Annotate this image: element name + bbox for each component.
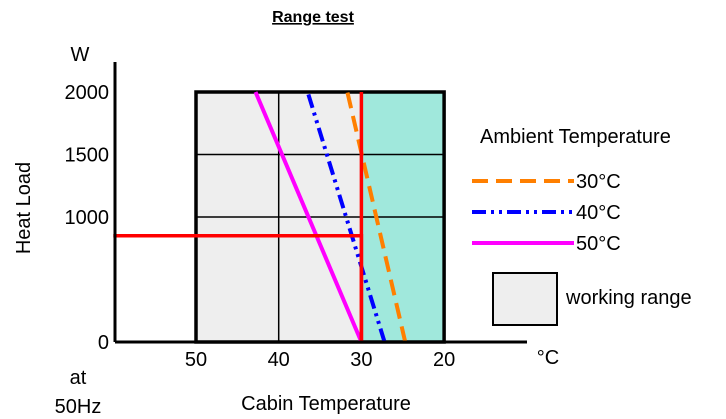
legend-working-range-label: working range	[565, 287, 692, 309]
series-line	[345, 91, 408, 343]
y-tick-label: 2000	[65, 82, 110, 104]
y-tick-label: 1000	[65, 207, 110, 229]
legend-label: 50°C	[576, 233, 621, 255]
x-tick-label: 20	[433, 349, 455, 371]
x-tick-label: 40	[268, 349, 290, 371]
legend-title: Ambient Temperature	[480, 126, 671, 148]
series-line	[253, 91, 364, 343]
frequency-note-line1: at	[70, 367, 87, 389]
y-axis-unit: W	[71, 44, 90, 66]
legend-label: 40°C	[576, 202, 621, 224]
x-tick-label: 50	[185, 349, 207, 371]
marker-line-horizontal	[113, 234, 364, 342]
x-axis-title: Cabin Temperature	[241, 393, 411, 415]
series-line	[305, 91, 387, 343]
frequency-note-line2: 50Hz	[55, 396, 102, 418]
y-axis-title: Heat Load	[13, 162, 35, 254]
y-tick-label: 1500	[65, 145, 110, 167]
x-axis-unit: °C	[537, 347, 559, 369]
y-tick-label: 0	[98, 332, 109, 354]
text-layer: Range test W Heat Load °C Cabin Temperat…	[13, 9, 671, 418]
chart-title: Range test	[272, 9, 354, 26]
axes-layer	[113, 62, 527, 344]
legend: 30°C 40°C 50°C working range	[472, 171, 692, 326]
legend-working-range-swatch	[492, 272, 558, 326]
series-layer	[113, 91, 408, 343]
x-tick-label: 30	[350, 349, 372, 371]
legend-label: 30°C	[576, 171, 621, 193]
